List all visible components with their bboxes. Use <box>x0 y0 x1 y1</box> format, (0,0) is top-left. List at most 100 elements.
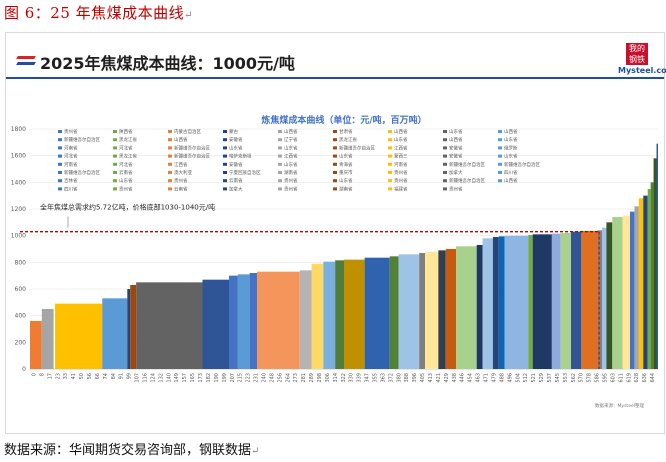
legend-label: 俄罗斯 <box>504 144 518 151</box>
cost-bar <box>612 217 623 369</box>
annotation-text: 全年焦煤总需求约5.72亿吨，价格底部1030-1040元/吨 <box>40 203 215 212</box>
x-tick-label: 355 <box>373 373 379 383</box>
legend-swatch <box>223 171 227 174</box>
cost-bar <box>202 279 230 369</box>
legend-swatch <box>223 130 227 133</box>
cost-bar <box>571 231 582 369</box>
legend-label: 新疆维吾尔自治区 <box>449 177 485 184</box>
x-tick-label: 339 <box>357 373 363 383</box>
header-divider <box>6 77 664 79</box>
cost-bar <box>647 189 651 369</box>
legend-label: 江西省 <box>284 153 298 160</box>
cost-bar <box>237 274 250 369</box>
legend-swatch <box>443 154 447 158</box>
x-tick-label: 545 <box>555 373 561 383</box>
x-tick-label: 116 <box>143 373 149 383</box>
x-tick-label: 165 <box>190 373 196 383</box>
cost-curve-chart: 炼焦煤成本曲线（单位：元/吨，百万吨） 0 200 400 600 800 1000 120… <box>11 114 658 409</box>
x-tick-label: 496 <box>507 373 513 383</box>
x-tick-label: 586 <box>595 373 601 383</box>
legend-label: 山西省 <box>504 177 518 184</box>
legend-swatch <box>498 138 502 142</box>
legend-swatch <box>113 138 117 142</box>
legend-swatch <box>498 179 502 183</box>
legend-label: 黑龙江省 <box>339 136 357 143</box>
legend-label: 江西省 <box>394 144 408 151</box>
legend-label: 江西省 <box>174 161 188 168</box>
x-tick-label: 529 <box>539 373 545 383</box>
legend-swatch <box>58 187 62 191</box>
cost-bar <box>482 238 493 369</box>
legend-swatch <box>223 187 227 191</box>
legend-swatch <box>278 154 282 158</box>
legend-label: 安徽省 <box>449 144 463 151</box>
legend-swatch <box>58 130 62 133</box>
legend-label: 安徽省 <box>229 161 243 168</box>
x-tick-label: 537 <box>547 373 553 383</box>
cost-bar <box>656 143 658 369</box>
legend-label: 新疆维吾尔自治区 <box>339 144 375 151</box>
x-tick-label: 248 <box>269 373 275 383</box>
cost-bar <box>532 234 552 369</box>
cost-bar <box>229 275 238 369</box>
legend-swatch <box>333 179 337 183</box>
legend-swatch <box>113 130 117 133</box>
legend-label: 山东省 <box>449 128 463 135</box>
legend-swatch <box>443 171 447 174</box>
x-tick-label: 273 <box>293 373 299 383</box>
cost-bar <box>606 222 613 369</box>
y-tick-label: 1600 <box>11 153 26 160</box>
x-tick-label: 23 <box>55 373 61 379</box>
legend-label: 贵州省 <box>64 128 78 135</box>
legend-swatch <box>498 162 502 166</box>
x-tick-label: 595 <box>602 373 608 383</box>
legend-label: 山东省 <box>284 144 298 151</box>
legend-swatch <box>58 162 62 166</box>
cost-bar <box>398 254 420 369</box>
cost-bar <box>638 198 644 369</box>
legend-swatch <box>388 171 392 174</box>
bars <box>30 143 658 369</box>
legend-label: 山东省 <box>504 136 518 143</box>
cost-bar <box>528 235 533 369</box>
legend-swatch <box>58 171 62 174</box>
legend-label: 山东省 <box>339 153 353 160</box>
legend-label: 河南省 <box>394 161 408 168</box>
legend-label: 山东省 <box>119 177 133 184</box>
legend-label: 新疆维吾尔自治区 <box>504 161 540 168</box>
x-tick-label: 636 <box>642 373 648 383</box>
x-tick-label: 429 <box>444 373 450 383</box>
x-tick-label: 578 <box>587 373 593 383</box>
legend-label: 青海省 <box>339 161 353 168</box>
x-tick-label: 471 <box>484 373 490 383</box>
x-tick-label: 17 <box>47 373 53 379</box>
chart-footnote: 数据来源：Mysteel整理 <box>595 402 644 409</box>
legend-label: 黑龙江省 <box>119 136 137 143</box>
x-tick-label: 512 <box>523 373 529 383</box>
legend-label: 贵州省 <box>284 185 298 192</box>
y-tick-label: 1400 <box>11 179 26 186</box>
x-tick-label: 396 <box>412 373 418 383</box>
x-tick-label: 182 <box>206 373 212 383</box>
legend-swatch <box>443 187 447 191</box>
y-tick-label: 1800 <box>11 126 26 133</box>
cost-bar <box>136 282 203 369</box>
cost-bar <box>445 249 457 369</box>
cost-bar <box>629 211 635 369</box>
legend-swatch <box>168 138 172 142</box>
cost-bar <box>102 298 128 369</box>
x-tick-label: 173 <box>198 373 204 383</box>
x-tick-label: 463 <box>476 373 482 383</box>
cost-bar <box>581 231 598 369</box>
legend-swatch <box>113 146 117 150</box>
legend-label: 山西省 <box>449 136 463 143</box>
x-tick-label: 322 <box>341 373 347 383</box>
x-tick-label: 56 <box>87 373 93 379</box>
legend-label: 云南省 <box>174 185 188 192</box>
legend-swatch <box>168 146 172 150</box>
legend-label: 山东省 <box>339 177 353 184</box>
legend-swatch <box>223 179 227 183</box>
legend-label: 河北省 <box>119 161 133 168</box>
x-tick-label: 611 <box>618 373 624 383</box>
legend-swatch <box>168 171 172 174</box>
